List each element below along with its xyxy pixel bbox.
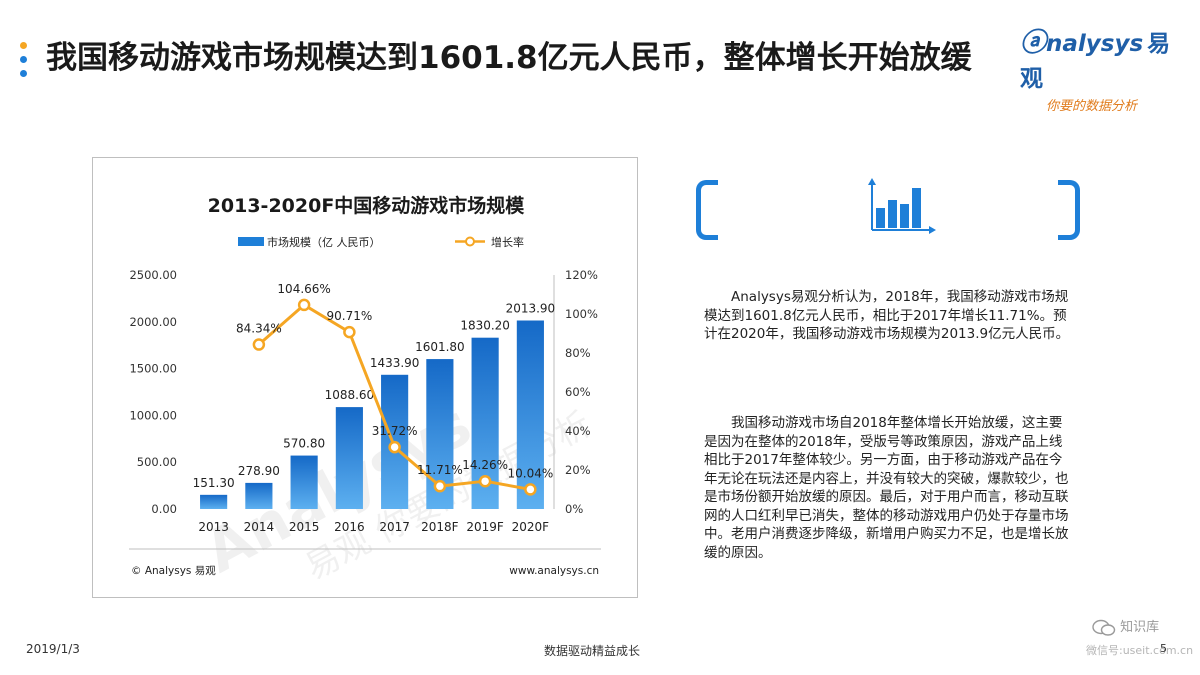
title-dot-blue bbox=[20, 56, 27, 63]
bar-label-2019F: 1830.20 bbox=[460, 319, 510, 333]
y-left-tick-label: 500.00 bbox=[137, 455, 177, 469]
y-left-tick-label: 1000.00 bbox=[129, 408, 177, 422]
growth-point-2016 bbox=[343, 325, 356, 339]
chart-source-left: © Analysys 易观 bbox=[131, 565, 216, 577]
growth-label-2020F: 10.04% bbox=[507, 466, 553, 480]
analysys-logo: ⓐnalysys 易观 你要的数据分析 bbox=[1020, 22, 1190, 114]
legend-bar-swatch bbox=[238, 237, 264, 246]
growth-point-2018F bbox=[433, 479, 447, 493]
legend-line-label: 增长率 bbox=[491, 235, 524, 249]
growth-label-2019F: 14.26% bbox=[462, 458, 508, 472]
bar-2015 bbox=[290, 455, 318, 509]
zhishi-url: 微信号:useit.com.cn bbox=[1086, 644, 1194, 657]
growth-label-2015: 104.66% bbox=[277, 282, 330, 296]
y-right-tick-label: 80% bbox=[565, 346, 591, 360]
legend-line-marker bbox=[465, 236, 475, 247]
title-dots bbox=[20, 42, 30, 84]
logo-text: nalysys bbox=[1046, 31, 1144, 57]
y-left-tick-label: 2500.00 bbox=[129, 268, 177, 282]
bar-label-2016: 1088.60 bbox=[325, 388, 375, 402]
bar-label-2018F: 1601.80 bbox=[415, 340, 465, 354]
growth-label-2014: 84.34% bbox=[236, 322, 282, 336]
bar-label-2020F: 2013.90 bbox=[506, 301, 556, 315]
y-right-tick-label: 40% bbox=[565, 424, 591, 438]
bar-2016 bbox=[335, 407, 363, 509]
chart-title: 2013-2020F中国移动游戏市场规模 bbox=[208, 194, 526, 217]
zhishi-label: 知识库 bbox=[1120, 620, 1160, 635]
logo-main: ⓐnalysys 易观 bbox=[1020, 22, 1190, 93]
footer-date: 2019/1/3 bbox=[26, 642, 80, 656]
analysis-paragraph-1: Analysys易观分析认为，2018年，我国移动游戏市场规模达到1601.8亿… bbox=[704, 289, 1070, 342]
legend-bar-label: 市场规模（亿 人民币） bbox=[267, 235, 381, 249]
growth-point-2019F bbox=[478, 474, 492, 488]
bar-chart-icon bbox=[868, 178, 936, 234]
x-tick-label: 2015 bbox=[289, 520, 320, 534]
title-dot-orange bbox=[20, 42, 27, 49]
growth-point-2020F bbox=[524, 483, 537, 496]
left-bracket-icon bbox=[696, 180, 718, 240]
page-title: 我国移动游戏市场规模达到1601.8亿元人民币，整体增长开始放缓 bbox=[46, 40, 972, 76]
bar-label-2015: 570.80 bbox=[283, 437, 325, 451]
zhishi-badge: 知识库 bbox=[1092, 616, 1159, 637]
y-right-tick-label: 100% bbox=[565, 307, 598, 321]
bar-2014 bbox=[245, 482, 273, 509]
growth-point-2015 bbox=[297, 298, 311, 312]
y-right-tick-label: 120% bbox=[565, 268, 598, 282]
growth-point-2014 bbox=[252, 338, 266, 351]
x-tick-label: 2018F bbox=[421, 520, 459, 534]
y-right-tick-label: 20% bbox=[565, 463, 591, 477]
wechat-icon bbox=[1092, 619, 1116, 636]
x-tick-label: 2013 bbox=[198, 520, 229, 534]
x-tick-label: 2014 bbox=[244, 520, 275, 534]
growth-point-2017 bbox=[388, 440, 401, 454]
bar-label-2013: 151.30 bbox=[193, 476, 235, 490]
y-left-tick-label: 2000.00 bbox=[129, 315, 177, 329]
right-bracket-icon bbox=[1058, 180, 1080, 240]
y-left-tick-label: 0.00 bbox=[151, 502, 177, 516]
y-right-tick-label: 0% bbox=[565, 502, 583, 516]
x-tick-label: 2020F bbox=[512, 520, 550, 534]
logo-sub: 你要的数据分析 bbox=[1046, 99, 1138, 114]
y-right-tick-label: 60% bbox=[565, 385, 591, 399]
logo-a-icon: ⓐ bbox=[1020, 28, 1047, 58]
y-left-tick-label: 1500.00 bbox=[129, 362, 177, 376]
growth-label-2016: 90.71% bbox=[326, 309, 372, 323]
bar-2013 bbox=[200, 494, 228, 509]
x-tick-label: 2017 bbox=[379, 520, 410, 534]
market-size-chart: Analysys易观 你要的数据分析2013-2020F中国移动游戏市场规模市场… bbox=[129, 194, 601, 588]
analysis-paragraph-2: 我国移动游戏市场自2018年整体增长开始放缓，这主要是因为在整体的2018年，受… bbox=[704, 415, 1069, 561]
page-number: 5 bbox=[1160, 642, 1167, 655]
bar-label-2017: 1433.90 bbox=[370, 356, 420, 370]
chart-frame: Analysys易观 你要的数据分析2013-2020F中国移动游戏市场规模市场… bbox=[92, 157, 638, 598]
x-tick-label: 2019F bbox=[466, 520, 504, 534]
bar-label-2014: 278.90 bbox=[238, 464, 280, 478]
bar-2020F bbox=[516, 320, 544, 509]
growth-label-2017: 31.72% bbox=[372, 424, 418, 438]
title-dot-blue-2 bbox=[20, 70, 27, 77]
footer-slogan: 数据驱动精益成长 bbox=[544, 644, 641, 658]
logo-cn: 易观 bbox=[1020, 31, 1171, 92]
x-tick-label: 2016 bbox=[334, 520, 365, 534]
chart-source-right: www.analysys.cn bbox=[509, 565, 599, 577]
growth-label-2018F: 11.71% bbox=[417, 463, 463, 477]
